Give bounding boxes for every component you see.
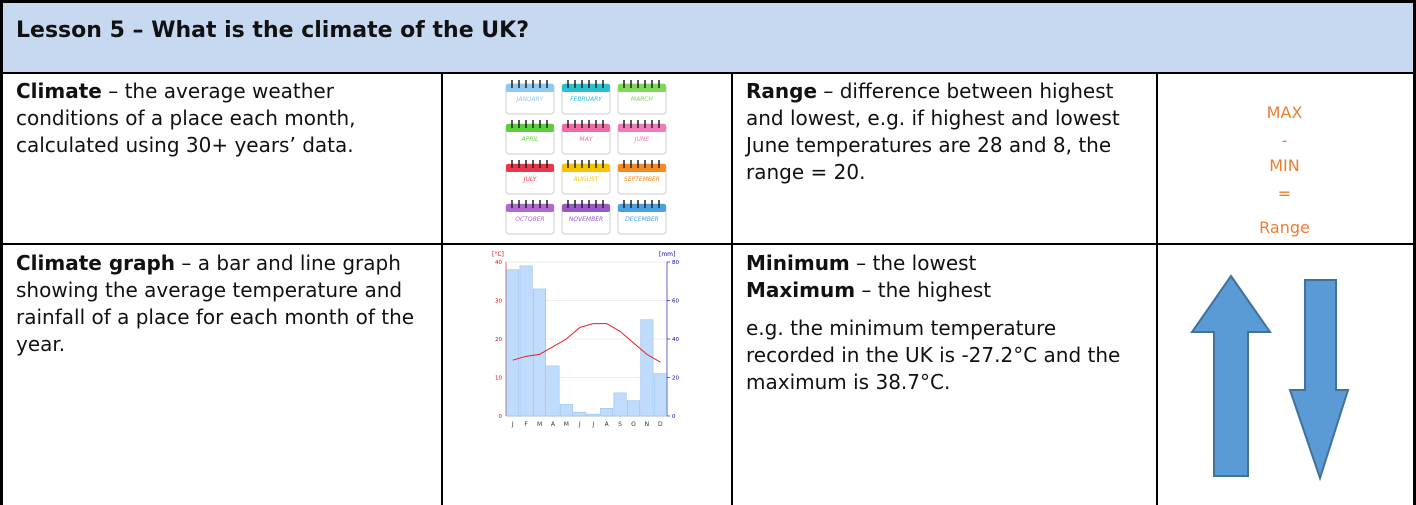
calendar-band	[562, 124, 610, 132]
term: Minimum	[746, 251, 850, 275]
arrows	[1190, 274, 1350, 482]
calendar: JANUARY FEBRUARY MARCH APRIL MAY JUNE JULY AUGU…	[505, 80, 667, 235]
rainfall-bar	[559, 404, 573, 417]
x-tick-label: S	[618, 421, 622, 428]
rainfall-bar	[506, 269, 520, 417]
formula: -	[1281, 131, 1288, 150]
calendar-band	[506, 84, 554, 92]
month-label: DECEMBER	[625, 216, 659, 223]
month-label: JANUARY	[516, 96, 545, 103]
y-axis-label: [°C]	[492, 251, 504, 258]
down-arrow	[1288, 279, 1350, 482]
rainfall-bar	[586, 413, 600, 417]
rainfall-bar	[640, 319, 654, 417]
month-label: FEBRUARY	[570, 96, 603, 103]
up-arrow	[1190, 274, 1272, 477]
definition: – the lowest	[849, 251, 977, 275]
definition: – difference between highest and lowest,…	[746, 79, 1120, 184]
y2-tick-label: 80	[672, 260, 679, 266]
rainfall-bar	[613, 392, 627, 417]
definition: – a bar and line graph showing the avera…	[16, 251, 415, 356]
x-tick-label: N	[645, 421, 650, 428]
temperature-line	[512, 323, 661, 363]
rainfall-bar	[546, 365, 560, 417]
x-tick-label: F	[524, 421, 528, 428]
x-tick-label: M	[537, 421, 542, 428]
border	[731, 73, 733, 505]
y2-tick-label: 20	[672, 376, 679, 382]
border	[441, 73, 443, 505]
rainfall-bar	[533, 288, 546, 417]
rainfall-bar	[573, 411, 587, 417]
term: Range	[746, 79, 818, 103]
month-label: APRIL	[520, 136, 538, 143]
x-tick-label: J	[511, 421, 514, 428]
term: Climate graph	[16, 251, 176, 275]
calendar-band	[618, 84, 666, 92]
header	[2, 2, 1413, 73]
x-tick-label: D	[658, 421, 663, 428]
x-tick-label: O	[631, 421, 636, 428]
border	[0, 0, 1416, 3]
y2-axis-label: [mm]	[659, 251, 675, 258]
rainfall-bar	[600, 408, 614, 417]
rainfall-bar	[519, 265, 533, 417]
month-label: AUGUST	[572, 176, 599, 183]
calendar-band	[506, 164, 554, 172]
month-label: MARCH	[631, 96, 654, 103]
formula: MIN	[1269, 156, 1300, 175]
definition: – the average weather conditions of a pl…	[16, 79, 356, 157]
month-label: MAY	[580, 136, 594, 143]
title: Lesson 5 – What is the climate of the UK…	[16, 18, 529, 43]
formula: MAX	[1266, 103, 1303, 122]
month-label: JUNE	[634, 136, 650, 143]
example: e.g. the minimum temperature recorded in…	[746, 316, 1121, 394]
x-tick-label: J	[578, 421, 581, 428]
rainfall-bar	[653, 373, 667, 417]
month-label: NOVEMBER	[569, 216, 603, 223]
range-cell: Range – difference between highest and l…	[746, 78, 1146, 186]
y2-tick-label: 60	[672, 299, 679, 305]
climate-graph-cell: Climate graph – a bar and line graph sho…	[16, 250, 426, 358]
calendar-band	[506, 124, 554, 132]
y-tick-label: 20	[495, 337, 502, 343]
y-tick-label: 40	[495, 260, 502, 266]
y-tick-label: 0	[499, 414, 503, 420]
y2-tick-label: 40	[672, 337, 679, 343]
min-max-cell: Minimum – the lowest Maximum – the highe…	[746, 250, 1141, 396]
y-tick-label: 30	[495, 299, 502, 305]
border	[0, 0, 3, 505]
climate-cell: Climate – the average weather conditions…	[16, 78, 426, 159]
month-label: OCTOBER	[515, 216, 544, 223]
calendar-band	[562, 84, 610, 92]
border	[1413, 0, 1416, 505]
mini-climate-graph: [°C] [mm] 0 10 20 30 40 0 20 40 60 80 J F M A M J J A S O N D	[492, 251, 679, 428]
calendar-band	[562, 164, 610, 172]
definition: – the highest	[855, 278, 992, 302]
rainfall-bar	[627, 400, 640, 417]
formula: =	[1277, 184, 1292, 203]
border	[0, 243, 1416, 245]
month-label: SEPTEMBER	[624, 176, 660, 183]
y-tick-label: 10	[495, 376, 502, 382]
x-tick-label: J	[591, 421, 594, 428]
y2-tick-label: 0	[672, 414, 676, 420]
calendar-band	[618, 204, 666, 212]
x-tick-label: A	[551, 421, 556, 428]
border	[0, 72, 1416, 74]
x-tick-label: A	[605, 421, 610, 428]
calendar-band	[506, 204, 554, 212]
border	[1156, 73, 1158, 505]
calendar-band	[618, 164, 666, 172]
term: Climate	[16, 79, 102, 103]
term: Maximum	[746, 278, 856, 302]
formula: Range	[1259, 218, 1310, 237]
month-label: JULY	[523, 176, 538, 183]
calendar-band	[562, 204, 610, 212]
x-tick-label: M	[564, 421, 569, 428]
calendar-band	[618, 124, 666, 132]
